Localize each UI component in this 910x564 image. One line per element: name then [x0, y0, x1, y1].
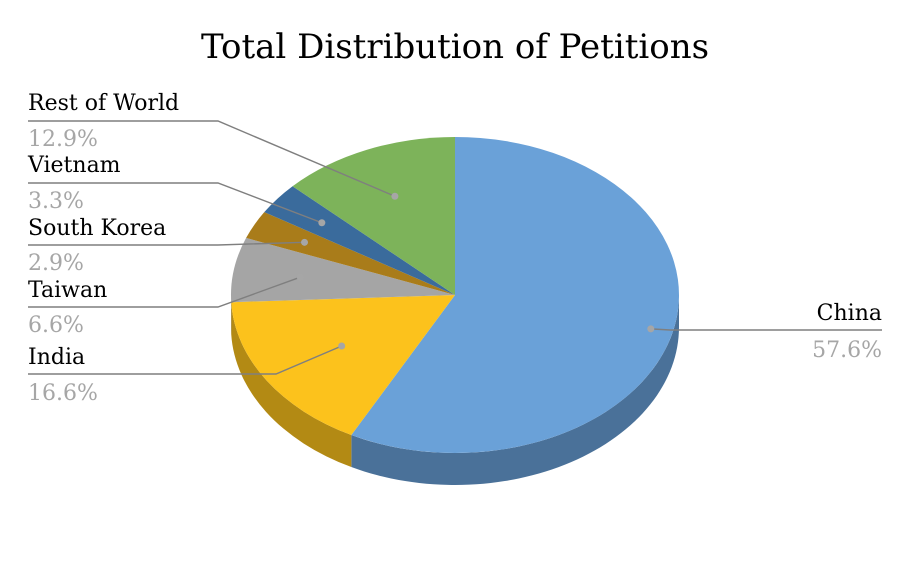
- label-china: China 57.6%: [647, 301, 882, 363]
- slice-side-india: [231, 302, 352, 468]
- slice-side-china: [351, 295, 679, 485]
- leader-line: [28, 276, 301, 308]
- label-india: India 16.6%: [28, 342, 346, 406]
- slice-label-name: South Korea: [28, 216, 166, 241]
- slice-label-name: Taiwan: [28, 278, 107, 303]
- label-rest-of-world: Rest of World 12.9%: [28, 91, 399, 200]
- slice-label-name: China: [817, 301, 882, 326]
- pie-slices: [231, 137, 679, 453]
- leader-dot: [647, 325, 655, 333]
- slice-china[interactable]: [351, 137, 679, 453]
- leader-line: [28, 182, 323, 224]
- leader-dot: [338, 342, 346, 350]
- leader-dot: [301, 238, 309, 246]
- pie-sides: [231, 295, 679, 485]
- leader-dot: [391, 192, 399, 200]
- slice-label-value: 16.6%: [28, 381, 98, 406]
- slice-label-value: 57.6%: [812, 338, 882, 363]
- leader-dot: [296, 273, 304, 281]
- leader-line: [28, 120, 396, 197]
- slice-label-value: 6.6%: [28, 313, 84, 338]
- slice-vietnam[interactable]: [264, 186, 455, 295]
- slice-india[interactable]: [231, 295, 455, 436]
- leader-line: [28, 345, 342, 375]
- slice-label-name: India: [28, 345, 85, 370]
- slice-label-name: Rest of World: [28, 91, 179, 116]
- label-south-korea: South Korea 2.9%: [28, 216, 309, 276]
- slice-labels: China 57.6% India 16.6% Taiwan 6.6% South Kore…: [27, 91, 882, 406]
- slice-label-value: 12.9%: [28, 127, 98, 152]
- slice-south-korea[interactable]: [246, 212, 455, 295]
- label-vietnam: Vietnam 3.3%: [27, 153, 326, 227]
- leader-dot: [318, 219, 326, 227]
- leader-line: [28, 241, 305, 246]
- label-taiwan: Taiwan 6.6%: [28, 273, 304, 338]
- slice-label-value: 3.3%: [28, 189, 84, 214]
- slice-rest-of-world[interactable]: [292, 137, 455, 295]
- slice-taiwan[interactable]: [231, 237, 455, 303]
- leader-line: [650, 328, 882, 331]
- chart-title: Total Distribution of Petitions: [201, 27, 709, 67]
- slice-label-value: 2.9%: [28, 251, 84, 276]
- slice-label-name: Vietnam: [27, 153, 121, 178]
